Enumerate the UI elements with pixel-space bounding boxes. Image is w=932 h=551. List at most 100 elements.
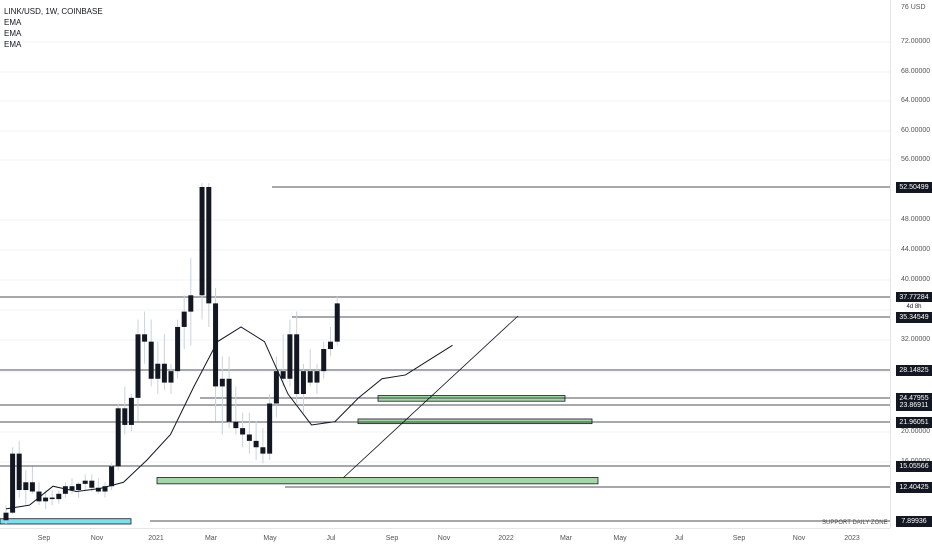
level-price-box: 28.14825 — [896, 365, 932, 376]
candle-body — [260, 447, 266, 454]
price-axis-label: 44.00000 — [901, 246, 931, 253]
price-axis-label: 20.00000 — [901, 428, 931, 435]
candle-body — [219, 378, 225, 387]
time-axis-label: 2022 — [498, 535, 514, 542]
candle-body — [314, 371, 320, 383]
candle-body — [253, 440, 259, 448]
ema-indicator-2[interactable]: EMA — [4, 29, 22, 38]
time-axis-label: 2023 — [844, 535, 860, 542]
ema-indicator-1[interactable]: EMA — [4, 18, 22, 27]
candle-body — [175, 326, 181, 372]
candle-body — [122, 408, 128, 425]
ema-indicator-3[interactable]: EMA — [4, 40, 22, 49]
time-axis-label: Jul — [326, 535, 336, 542]
candle-body — [95, 487, 101, 492]
time-axis-label: Nov — [90, 535, 104, 542]
level-price-box: 35.34549 — [896, 312, 932, 324]
candle-body — [188, 295, 194, 312]
candle-body — [23, 482, 29, 491]
time-axis-label: Sep — [732, 535, 746, 542]
price-axis-label: 60.00000 — [901, 127, 931, 134]
candle-body — [246, 434, 252, 441]
zone-rect — [357, 418, 593, 425]
candle-body — [307, 371, 313, 383]
candle-body — [76, 483, 82, 491]
candle-body — [280, 371, 286, 379]
candle-body — [29, 482, 35, 492]
zone-rect — [156, 477, 599, 485]
price-axis-label: 64.00000 — [901, 97, 931, 104]
time-axis-label: Jul — [674, 535, 684, 542]
level-price-box: 15.05566 — [896, 461, 932, 473]
candle-body — [168, 371, 174, 383]
candle-body — [334, 303, 340, 342]
candle-body — [240, 428, 246, 435]
candle-body — [233, 421, 239, 429]
candle-body — [135, 334, 141, 398]
price-chart[interactable] — [0, 0, 890, 528]
level-price-box: 12.40425 — [896, 481, 932, 493]
candle-body — [49, 497, 55, 500]
candle-body — [115, 408, 121, 467]
candle-body — [16, 453, 22, 491]
zone-rect — [0, 518, 132, 525]
candle-body — [181, 311, 187, 327]
candle-body — [36, 491, 42, 502]
price-axis[interactable]: 76 USD 72.00000 68.00000 64.00000 60.00000 5… — [890, 0, 932, 528]
levels-layer — [0, 186, 890, 522]
candle-body — [327, 341, 333, 350]
candle-body — [69, 486, 75, 491]
ema-layer — [5, 326, 453, 510]
time-axis-label: Sep — [385, 535, 399, 542]
time-axis-label: Sep — [37, 535, 51, 542]
candle-body — [206, 187, 212, 304]
level-price-box: 7.89936 — [896, 516, 932, 527]
candle-body — [321, 349, 327, 372]
level-price-box: 52.50499 — [896, 181, 932, 193]
candle-body — [82, 480, 88, 484]
price-axis-label: 56.00000 — [901, 156, 931, 163]
level-price-box: 23.86911 — [896, 400, 932, 411]
candle-body — [3, 512, 9, 521]
price-axis-label: 48.00000 — [901, 216, 931, 223]
candle-body — [102, 486, 108, 492]
candle-body — [161, 363, 167, 383]
candle-body — [128, 397, 134, 425]
candle-body — [62, 486, 68, 494]
price-axis-label: 68.00000 — [901, 68, 931, 75]
symbol-title[interactable]: LINK/USD, 1W, COINBASE — [4, 7, 103, 16]
trendline — [342, 315, 519, 479]
price-axis-unit: 76 USD — [901, 4, 926, 11]
time-axis-label: Nov — [792, 535, 806, 542]
candle-body — [273, 371, 279, 404]
candle-body — [142, 334, 148, 342]
time-axis-label: Mar — [204, 535, 218, 542]
trendline-layer — [342, 315, 519, 479]
candle-body — [155, 363, 161, 379]
time-axis-label: 2021 — [148, 535, 164, 542]
candle-body — [43, 497, 49, 502]
price-axis-label: 40.00000 — [901, 276, 931, 283]
candle-body — [10, 453, 16, 513]
candles-layer — [3, 183, 340, 524]
chart-legend: LINK/USD, 1W, COINBASE EMA EMA EMA — [4, 6, 103, 50]
price-axis-label: 32.00000 — [901, 336, 931, 343]
chart-grid — [0, 41, 890, 463]
zones-layer — [0, 395, 599, 525]
candle-body — [199, 187, 205, 296]
level-price-box: 4d 8h — [896, 301, 932, 313]
candle-body — [300, 371, 306, 395]
level-price-box: 24.47955 — [896, 393, 932, 404]
candle-body — [148, 341, 154, 379]
candle-body — [294, 334, 300, 395]
time-axis-label: May — [613, 535, 627, 542]
candle-body — [109, 466, 115, 487]
candle-body — [287, 334, 293, 379]
support-zone-label: SUPPORT DAILY ZONE — [822, 520, 888, 526]
ema-line — [5, 326, 453, 510]
time-axis[interactable] — [0, 528, 890, 551]
level-price-box: 37.77284 — [896, 291, 932, 303]
candle-body — [89, 480, 95, 488]
time-axis-label: May — [263, 535, 277, 542]
time-axis-label: Mar — [559, 535, 573, 542]
